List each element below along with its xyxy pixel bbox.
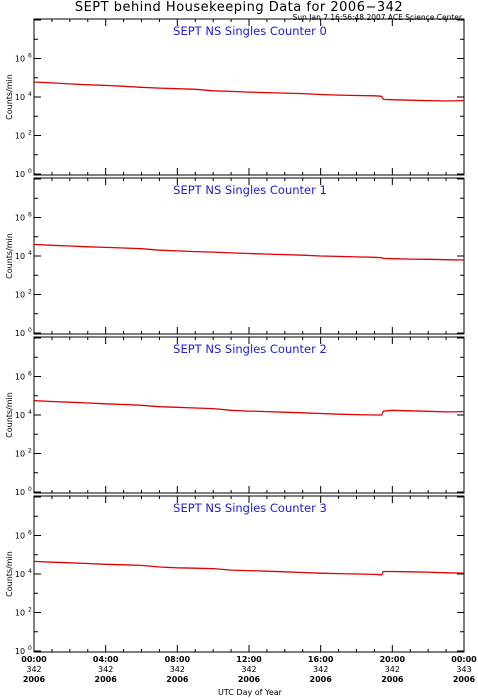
x-tick-time: 08:00 (165, 655, 191, 664)
y-tick-label-exp: 6 (28, 371, 32, 378)
y-tick-label: 10 (15, 329, 25, 338)
y-tick-label: 10 (15, 609, 25, 618)
panel-title: SEPT NS Singles Counter 0 (173, 24, 327, 38)
y-axis-label: Counts/min (5, 551, 14, 597)
y-tick-label-exp: 6 (28, 53, 32, 60)
series-line (33, 560, 465, 576)
y-tick-label-exp: 0 (28, 327, 32, 334)
y-axis-label: Counts/min (5, 392, 14, 438)
y-tick-label: 10 (15, 214, 25, 223)
x-tick-time: 00:00 (21, 655, 47, 664)
series-line (33, 243, 465, 261)
x-tick-doy: 342 (26, 665, 41, 674)
panel-frame (33, 18, 465, 176)
y-tick-label: 10 (15, 373, 25, 382)
x-tick-time: 00:00 (451, 655, 477, 664)
y-tick-label: 10 (15, 291, 25, 300)
y-tick-label-exp: 0 (28, 645, 32, 652)
y-tick-label: 10 (15, 93, 25, 102)
y-axis-label: Counts/min (5, 74, 14, 120)
y-tick-label-exp: 4 (28, 250, 32, 257)
y-tick-label: 10 (15, 132, 25, 141)
y-tick-label-exp: 2 (28, 607, 32, 614)
series-line (33, 81, 465, 102)
x-tick-year: 2006 (453, 675, 476, 684)
y-tick-label: 10 (15, 252, 25, 261)
x-tick-doy: 342 (241, 665, 256, 674)
y-axis-label: Counts/min (5, 233, 14, 279)
x-tick-year: 2006 (238, 675, 261, 684)
panel-title: SEPT NS Singles Counter 1 (173, 183, 327, 197)
y-tick-label: 10 (15, 647, 25, 656)
panel-title: SEPT NS Singles Counter 2 (173, 342, 327, 356)
y-tick-label: 10 (15, 488, 25, 497)
x-tick-time: 20:00 (380, 655, 406, 664)
y-tick-label-exp: 4 (28, 409, 32, 416)
x-tick-doy: 342 (98, 665, 113, 674)
y-tick-label-exp: 6 (28, 530, 32, 537)
x-tick-doy: 342 (313, 665, 328, 674)
y-tick-label: 10 (15, 170, 25, 179)
y-tick-label-exp: 2 (28, 289, 32, 296)
y-tick-label: 10 (15, 532, 25, 541)
x-tick-year: 2006 (381, 675, 404, 684)
x-tick-time: 16:00 (308, 655, 334, 664)
x-tick-year: 2006 (23, 675, 46, 684)
x-tick-doy: 343 (456, 665, 471, 674)
x-tick-doy: 342 (170, 665, 185, 674)
y-tick-label: 10 (15, 450, 25, 459)
y-tick-label-exp: 0 (28, 168, 32, 175)
y-tick-label-exp: 4 (28, 91, 32, 98)
x-tick-year: 2006 (166, 675, 189, 684)
y-tick-label-exp: 2 (28, 130, 32, 137)
y-tick-label: 10 (15, 570, 25, 579)
timestamp: Sun Jan 7 16:56:48 2007 ACE Science Cent… (292, 13, 462, 22)
y-tick-label-exp: 0 (28, 486, 32, 493)
x-tick-time: 12:00 (236, 655, 262, 664)
y-tick-label: 10 (15, 55, 25, 64)
y-tick-label-exp: 6 (28, 212, 32, 219)
panel-frame (33, 177, 465, 335)
chart-title: SEPT behind Housekeeping Data for 2006−3… (74, 0, 404, 15)
panel-title: SEPT NS Singles Counter 3 (173, 501, 327, 515)
y-tick-label-exp: 2 (28, 448, 32, 455)
x-tick-doy: 342 (385, 665, 400, 674)
series-line (33, 400, 465, 416)
x-tick-time: 04:00 (93, 655, 119, 664)
y-tick-label: 10 (15, 411, 25, 420)
panel-frame (33, 495, 465, 653)
x-tick-year: 2006 (310, 675, 333, 684)
x-axis-label: UTC Day of Year (218, 688, 283, 697)
y-tick-label-exp: 4 (28, 568, 32, 575)
panel-frame (33, 336, 465, 494)
x-tick-year: 2006 (95, 675, 118, 684)
